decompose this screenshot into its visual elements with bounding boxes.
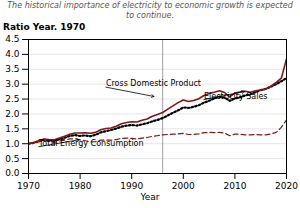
svg-text:1970: 1970 [17, 181, 40, 191]
svg-text:4.0: 4.0 [5, 49, 20, 59]
svg-text:2010: 2010 [223, 181, 246, 191]
svg-text:Total Energy Consumption: Total Energy Consumption [38, 139, 144, 148]
svg-text:2.0: 2.0 [5, 109, 20, 119]
svg-text:0.5: 0.5 [5, 153, 19, 163]
html-text:Ratio Year. 1970: Ratio Year. 1970 [3, 22, 86, 32]
svg-text:Electricity Sales: Electricity Sales [204, 92, 268, 101]
html-text:Year: Year [140, 192, 160, 202]
svg-text:4.5: 4.5 [5, 34, 19, 44]
svg-text:1.0: 1.0 [5, 139, 20, 149]
svg-text:1990: 1990 [120, 181, 143, 191]
svg-text:2020: 2020 [275, 181, 298, 191]
svg-text:3.5: 3.5 [5, 64, 19, 74]
svg-text:3.0: 3.0 [5, 79, 20, 89]
svg-text:2.5: 2.5 [5, 94, 19, 104]
svg-text:Cross Domestic Product: Cross Domestic Product [106, 79, 201, 88]
html-text:The historical importance of e: The historical importance of electricity… [7, 1, 293, 20]
svg-text:1.5: 1.5 [5, 124, 19, 134]
svg-text:1980: 1980 [69, 181, 92, 191]
svg-text:0.0: 0.0 [5, 168, 20, 178]
svg-text:2000: 2000 [172, 181, 195, 191]
